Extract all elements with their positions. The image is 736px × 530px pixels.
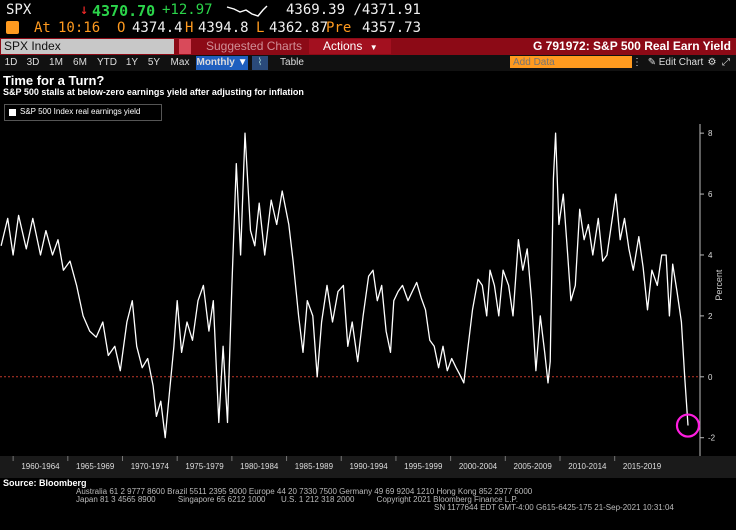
period-1d[interactable]: 1D xyxy=(4,57,18,68)
edit-chart-button[interactable]: Edit Chart xyxy=(658,57,704,68)
y-tick-label: 0 xyxy=(708,373,713,382)
y-tick-label: 2 xyxy=(708,312,713,321)
frequency-label: Monthly xyxy=(196,57,235,68)
low-label: L xyxy=(256,20,265,36)
actions-menu[interactable]: Actions ▼ xyxy=(309,39,391,54)
high-label: H xyxy=(185,20,194,36)
line-chart-icon[interactable]: ⌇ xyxy=(252,56,268,70)
grid xyxy=(0,124,736,478)
period-ytd[interactable]: YTD xyxy=(97,57,117,68)
open-value: 4374.4 xyxy=(132,20,183,36)
pre-value: 4357.73 xyxy=(362,20,422,36)
quote-time: 10:16 xyxy=(58,20,101,36)
y-tick-label: -2 xyxy=(708,434,716,443)
suggested-charts-button[interactable]: Suggested Charts xyxy=(206,39,303,53)
chevron-down-icon: ▼ xyxy=(369,43,378,52)
x-tick-label: 1965-1969 xyxy=(76,462,115,471)
add-data-input[interactable] xyxy=(510,56,632,68)
x-axis-band xyxy=(0,456,736,478)
actions-label: Actions xyxy=(323,39,363,53)
security-field[interactable]: SPX Index xyxy=(1,39,174,54)
x-tick-label: 1995-1999 xyxy=(404,462,443,471)
period-1y[interactable]: 1Y xyxy=(125,57,139,68)
footer-offices: Japan 81 3 4565 8900 Singapore 65 6212 1… xyxy=(76,495,518,504)
low-value: 4362.87 xyxy=(269,20,329,36)
x-tick-label: 1960-1964 xyxy=(21,462,60,471)
y-tick-label: 6 xyxy=(708,190,713,199)
footer-contacts: Australia 61 2 9777 8600 Brazil 5511 239… xyxy=(76,487,533,496)
y-axis-labels: -2 0 2 4 6 8 xyxy=(700,129,716,443)
ticker: SPX xyxy=(6,2,32,18)
frequency-select[interactable]: Monthly ▼ xyxy=(196,56,248,70)
series-line xyxy=(0,132,689,439)
open-label: O xyxy=(117,20,126,36)
legend-swatch xyxy=(9,109,16,116)
x-tick-label: 2015-2019 xyxy=(623,462,662,471)
sparkline-icon xyxy=(226,5,268,17)
maximize-icon[interactable]: ⤢ xyxy=(722,57,730,68)
chart-icon[interactable] xyxy=(179,39,191,54)
x-tick-label: 2000-2004 xyxy=(459,462,498,471)
legend-label: S&P 500 Index real earnings yield xyxy=(20,107,141,116)
chart-id: G 791972: S&P 500 Real Earn Yield xyxy=(533,39,731,53)
period-max[interactable]: Max xyxy=(170,57,190,68)
y-axis-title: Percent xyxy=(714,269,724,301)
footer-session: SN 1177644 EDT GMT-4:00 G615-6425-175 21… xyxy=(434,503,674,512)
down-arrow-icon: ↓ xyxy=(80,2,89,18)
bid-ask: 4369.39 /4371.91 xyxy=(286,2,421,18)
function-bar: SPX Index Suggested Charts Actions ▼ G 7… xyxy=(0,38,736,55)
at-label: At xyxy=(34,20,51,36)
legend[interactable]: S&P 500 Index real earnings yield xyxy=(4,104,162,121)
source-label: Source: Bloomberg xyxy=(3,478,87,488)
alert-icon[interactable] xyxy=(6,21,19,34)
chart-plot[interactable]: 1960-1964 1965-1969 1970-1974 1975-1979 1980… xyxy=(0,120,736,478)
x-tick-label: 1985-1989 xyxy=(295,462,334,471)
x-tick-label: 1975-1979 xyxy=(185,462,224,471)
x-tick-label: 1990-1994 xyxy=(349,462,388,471)
x-tick-label: 2005-2009 xyxy=(514,462,553,471)
x-tick-label: 1970-1974 xyxy=(131,462,170,471)
period-5y[interactable]: 5Y xyxy=(147,57,161,68)
chart-title: Time for a Turn? xyxy=(3,73,105,88)
x-tick-label: 1980-1984 xyxy=(240,462,279,471)
menu-dots-icon[interactable]: ⋮ xyxy=(632,57,642,68)
table-button[interactable]: Table xyxy=(280,57,304,68)
toolbar: 1D 3D 1M 6M YTD 1Y 5Y Max Monthly ▼ ⌇ Ta… xyxy=(0,55,736,71)
high-value: 4394.8 xyxy=(198,20,249,36)
pre-label: Pre xyxy=(326,20,352,36)
period-1m[interactable]: 1M xyxy=(49,57,63,68)
period-3d[interactable]: 3D xyxy=(26,57,40,68)
period-6m[interactable]: 6M xyxy=(73,57,87,68)
highlight-circle xyxy=(675,413,701,438)
chart-subtitle: S&P 500 stalls at below-zero earnings yi… xyxy=(3,87,304,97)
y-tick-label: 4 xyxy=(708,251,713,260)
pencil-icon[interactable]: ✎ xyxy=(647,57,657,68)
x-tick-label: 2010-2014 xyxy=(568,462,607,471)
price-change: +12.97 xyxy=(162,2,213,18)
y-tick-label: 8 xyxy=(708,129,713,138)
x-axis-labels: 1960-1964 1965-1969 1970-1974 1975-1979 1980… xyxy=(12,456,662,471)
gear-icon[interactable]: ⚙ xyxy=(707,57,717,68)
last-price: 4370.70 xyxy=(92,2,156,20)
